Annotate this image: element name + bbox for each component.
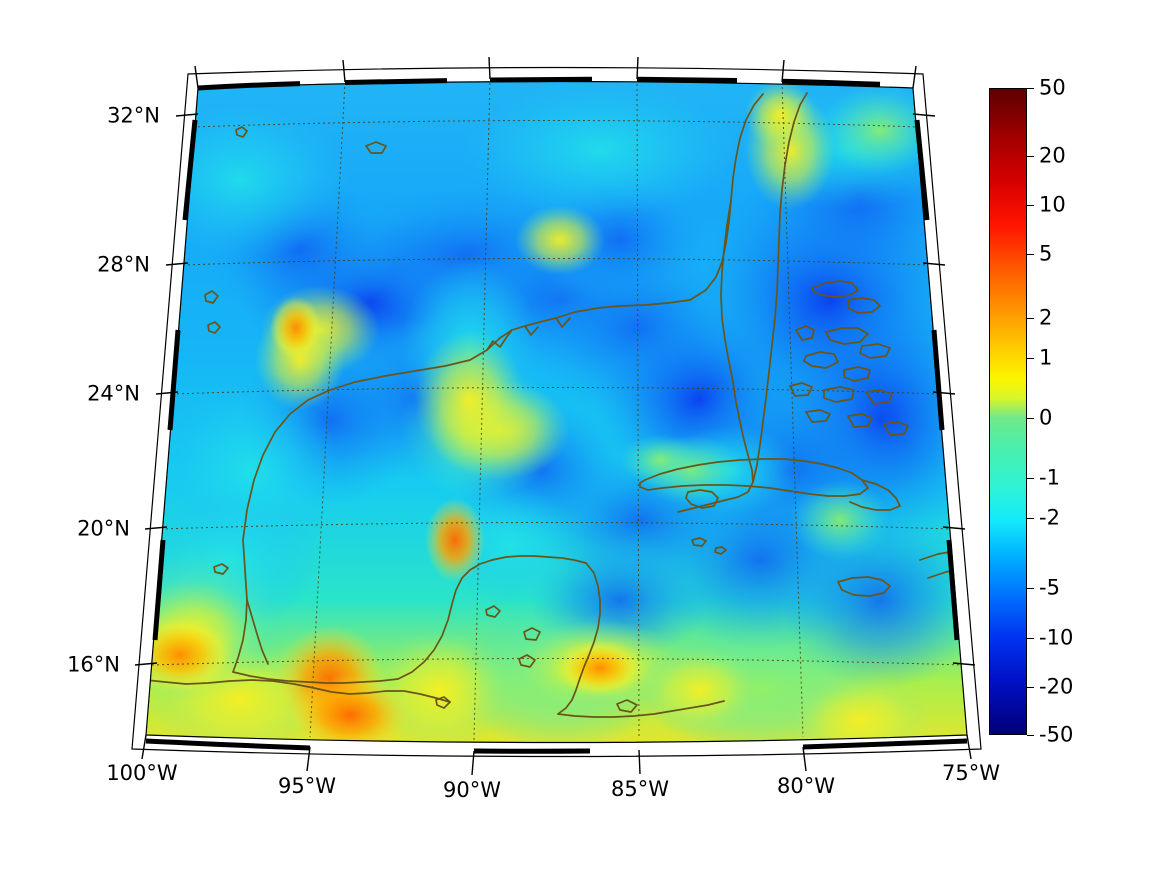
colorbar-tick-label--2: -2 <box>1039 505 1060 530</box>
lat-tick-label-20N: 20°N <box>77 516 130 541</box>
colorbar-tick-1 <box>1027 357 1034 359</box>
colorbar-tick--20 <box>1027 687 1034 689</box>
colorbar-tick-label-2: 2 <box>1039 305 1053 330</box>
colorbar-tick-label-1: 1 <box>1039 345 1053 370</box>
colorbar-tick-2 <box>1027 317 1034 319</box>
colorbar-tick-label--10: -10 <box>1039 625 1074 650</box>
lat-tick-label-32N: 32°N <box>107 103 160 128</box>
colorbar-tick-5 <box>1027 253 1034 255</box>
axis-ticks <box>134 56 976 776</box>
colorbar-tick-label-5: 5 <box>1039 241 1053 266</box>
colorbar-tick--50 <box>1027 735 1034 736</box>
colorbar-tick-10 <box>1027 205 1034 207</box>
colorbar-tick--1 <box>1027 478 1034 480</box>
colorbar-tick--5 <box>1027 588 1034 590</box>
colorbar-tick-0 <box>1027 417 1034 419</box>
colorbar-tick--2 <box>1027 518 1034 520</box>
lon-tick-label-90W: 90°W <box>443 778 501 802</box>
colorbar-tick-label-0: 0 <box>1039 405 1053 430</box>
scalar-field <box>146 81 967 743</box>
colorbar: 50 20 10 5 2 1 0 -1 -2 -5 -10 -20 -50 <box>989 77 1073 745</box>
map-frame <box>131 66 982 758</box>
colorbar-gradient <box>989 88 1027 735</box>
lat-tick-label-24N: 24°N <box>87 381 140 406</box>
lon-tick-label-95W: 95°W <box>278 774 336 798</box>
colorbar-tick--10 <box>1027 637 1034 639</box>
lon-tick-label-100W: 100°W <box>106 761 178 785</box>
colorbar-tick-label--20: -20 <box>1039 674 1074 699</box>
lon-tick-label-75W: 75°W <box>942 761 1000 785</box>
colorbar-tick-label-50: 50 <box>1039 75 1066 100</box>
colorbar-tick-20 <box>1027 155 1034 157</box>
colorbar-tick-label-10: 10 <box>1039 192 1066 217</box>
colorbar-tick-label-20: 20 <box>1039 143 1066 168</box>
colorbar-tick-label--5: -5 <box>1039 575 1060 600</box>
lat-tick-label-16N: 16°N <box>67 652 120 677</box>
lon-tick-label-85W: 85°W <box>611 777 669 801</box>
colorbar-tick-50 <box>1027 88 1034 89</box>
colorbar-tick-label--50: -50 <box>1039 722 1074 747</box>
coastlines <box>146 92 967 718</box>
colorbar-tick-label--1: -1 <box>1039 465 1060 490</box>
lat-tick-label-28N: 28°N <box>97 252 150 277</box>
lon-tick-label-80W: 80°W <box>777 774 835 798</box>
